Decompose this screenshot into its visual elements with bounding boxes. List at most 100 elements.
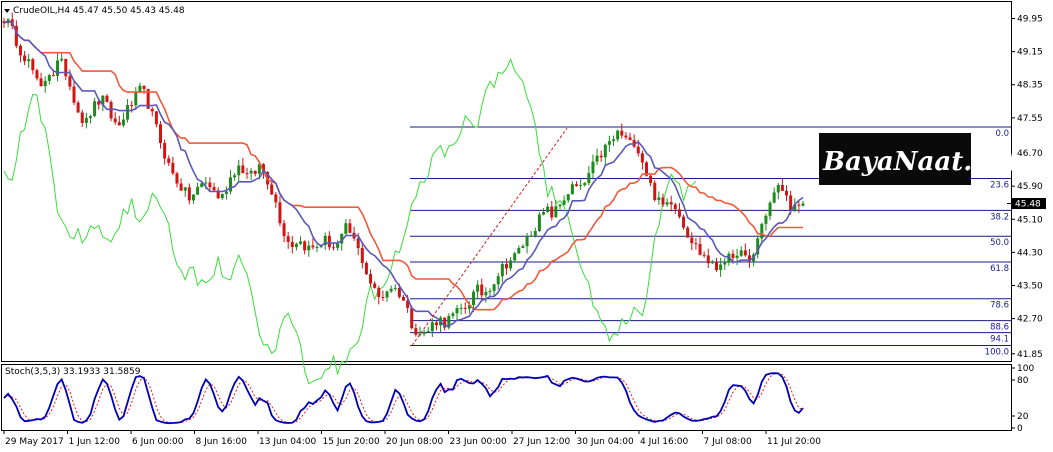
tenkan-line: [3, 20, 804, 328]
time-tick-label: 20 Jun 08:00: [386, 437, 443, 447]
candle-body: [447, 316, 451, 328]
candle-body: [43, 80, 47, 87]
candle-body: [509, 260, 513, 269]
time-tick-label: 6 Jun 00:00: [132, 437, 184, 447]
candle-body: [23, 55, 27, 62]
candle-body: [480, 284, 484, 296]
candle-body: [731, 253, 735, 258]
stoch-header: Stoch(3,5,3) 33.1933 31.5859: [5, 367, 141, 377]
candle-body: [39, 78, 43, 87]
candle-body: [735, 255, 739, 258]
candle-body: [430, 322, 434, 332]
fib-level-label: 78.6: [990, 301, 1009, 311]
candle-body: [542, 212, 546, 215]
candle-body: [286, 236, 290, 242]
candle-body: [801, 203, 805, 206]
candle-body: [521, 246, 525, 248]
candle-body: [426, 331, 430, 333]
candle-body: [776, 184, 780, 193]
candle-body: [257, 164, 261, 174]
candle-body: [397, 287, 401, 297]
candle-body: [47, 75, 51, 81]
candle-body: [323, 235, 327, 246]
candle-body: [191, 194, 195, 201]
candle-body: [727, 253, 731, 263]
candle-body: [620, 130, 624, 136]
candle-body: [760, 223, 764, 239]
candle-body: [640, 153, 644, 163]
candle-body: [245, 173, 249, 175]
candle-body: [109, 101, 113, 119]
candle-body: [484, 292, 488, 296]
candle-body: [224, 191, 228, 194]
candle-body: [393, 287, 397, 289]
candle-body: [455, 308, 459, 314]
candle-body: [121, 119, 125, 126]
fib-level-label: 0.0: [995, 129, 1009, 139]
candle-body: [694, 243, 698, 245]
candle-body: [130, 104, 134, 106]
candle-body: [793, 204, 797, 211]
candle-body: [500, 264, 504, 277]
candle-body: [154, 111, 158, 125]
candle-body: [768, 202, 772, 216]
time-tick-label: 8 Jun 16:00: [196, 437, 248, 447]
candle-body: [171, 162, 175, 174]
candle-body: [336, 243, 340, 248]
stoch-main-line: [3, 372, 804, 425]
price-axis: 49.95 49.15 48.35 47.55 46.70 45.90 45.10 44.30…: [1007, 14, 1043, 360]
candle-body: [237, 165, 241, 176]
time-tick-label: 23 Jun 00:00: [450, 437, 507, 447]
fib-level-label: 88.6: [990, 323, 1009, 333]
candle-body: [546, 206, 550, 213]
candle-body: [587, 173, 591, 184]
candle-body: [377, 287, 381, 298]
time-tick-label: 13 Jun 04:00: [259, 437, 316, 447]
candle-body: [504, 264, 508, 269]
candle-body: [467, 305, 471, 309]
candle-body: [311, 245, 315, 248]
candle-body: [661, 197, 665, 205]
candle-body: [537, 214, 541, 231]
time-tick-label: 27 Jun 12:00: [513, 437, 570, 447]
candle-body: [715, 261, 719, 271]
candle-body: [204, 182, 208, 184]
candle-body: [719, 264, 723, 271]
candle-body: [406, 300, 410, 308]
candle-body: [68, 76, 72, 87]
candle-body: [673, 204, 677, 210]
candle-body: [51, 75, 55, 77]
symbol-header: CrudeOIL,H4 45.47 45.50 45.43 45.48: [13, 6, 185, 16]
candle-body: [18, 45, 22, 56]
price-tick-label: 45.10: [1017, 215, 1043, 225]
candle-body: [785, 190, 789, 196]
candle-body: [360, 248, 364, 264]
candle-body: [789, 195, 793, 211]
candle-body: [167, 158, 171, 163]
candle-body: [356, 238, 360, 249]
kijun-line: [3, 20, 803, 311]
candle-body: [385, 291, 389, 298]
candle-body: [669, 202, 673, 205]
candle-body: [126, 104, 130, 120]
candle-body: [150, 108, 154, 112]
candle-body: [163, 142, 167, 159]
candle-body: [682, 216, 686, 228]
symbol-dropdown-icon[interactable]: [4, 9, 10, 13]
candle-body: [574, 184, 578, 186]
current-price-value: 45.48: [1015, 200, 1041, 210]
candle-body: [690, 237, 694, 244]
candle-body: [88, 116, 92, 118]
candle-body: [747, 255, 751, 262]
candle-body: [299, 241, 303, 244]
fib-level-label: 23.6: [990, 181, 1009, 191]
candle-body: [101, 95, 105, 105]
candle-body: [649, 175, 653, 183]
candle-body: [434, 322, 438, 326]
price-tick-label: 44.30: [1017, 248, 1043, 258]
candle-body: [14, 25, 18, 46]
candle-body: [743, 250, 747, 256]
candle-body: [636, 146, 640, 154]
candle-body: [282, 223, 286, 237]
candle-body: [208, 182, 212, 188]
